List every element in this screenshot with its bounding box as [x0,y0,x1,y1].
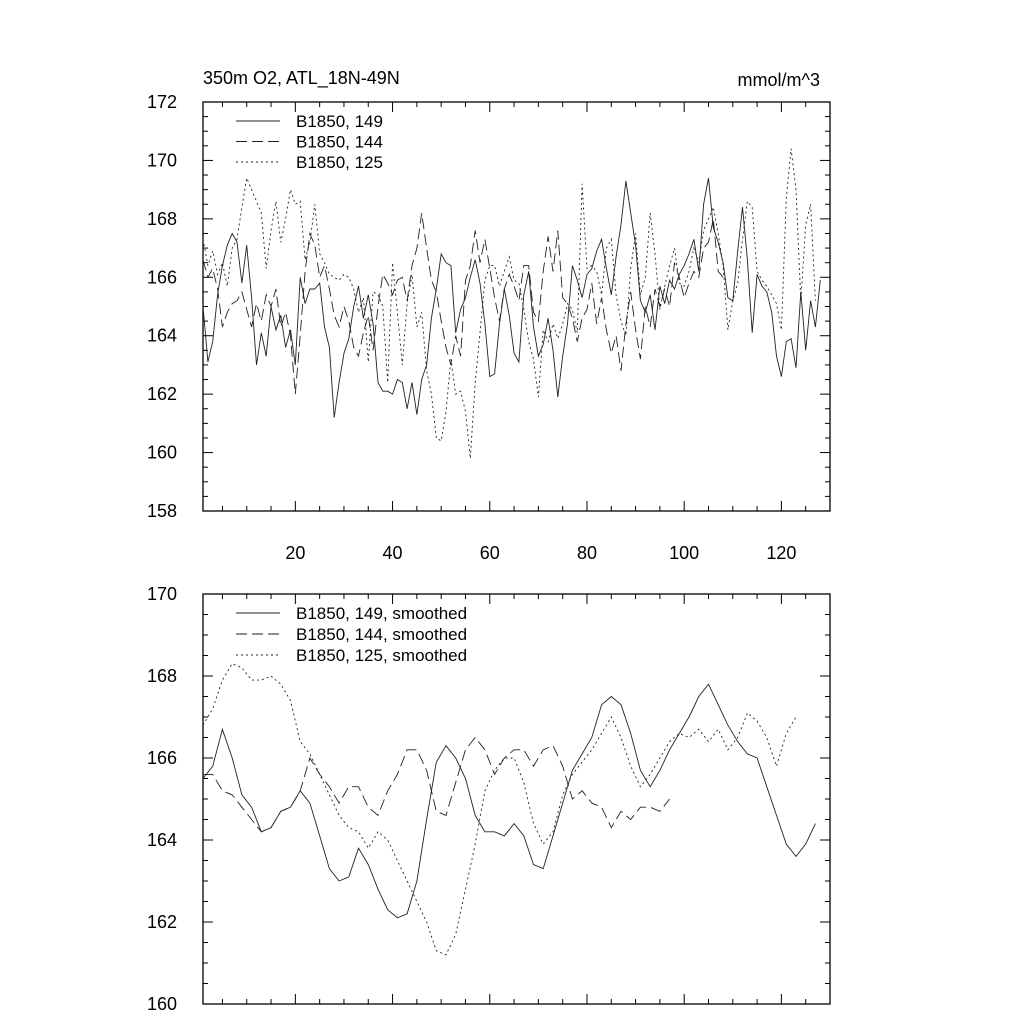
top-xtick-label: 120 [766,543,796,563]
bottom-ticks: 160 162 164 166 168 170 [147,584,831,1014]
top-series-line-2 [202,212,724,395]
top-legend-label-1: B1850, 149 [296,112,383,131]
top-ytick-label: 166 [147,267,177,287]
top-xtick-label: 60 [480,543,500,563]
top-series-layer [202,148,821,459]
top-ytick-label: 164 [147,326,177,346]
top-ytick-label: 172 [147,92,177,112]
bottom-legend-label-1: B1850, 149, smoothed [296,604,467,623]
bottom-legend: B1850, 149, smoothed B1850, 144, smoothed… [236,604,467,665]
bottom-legend-label-2: B1850, 144, smoothed [296,625,467,644]
top-ticks: 158 160 162 164 166 168 170 172 20 40 60 80 100 120 [147,92,831,563]
bottom-ytick-label: 164 [147,830,177,850]
top-xtick-label: 100 [669,543,699,563]
top-series-line-3 [202,148,816,459]
top-chart-title: 350m O2, ATL_18N-49N [203,68,400,89]
bottom-ytick-label: 168 [147,666,177,686]
top-panel: 350m O2, ATL_18N-49N mmol/m^3 1581601621… [147,68,831,563]
top-ytick-label: 170 [147,150,177,170]
bottom-series-line-1 [202,683,816,919]
top-series-line-1 [202,177,821,418]
bottom-ytick-label: 160 [147,994,177,1014]
bottom-ytick-label: 162 [147,912,177,932]
bottom-series-layer [202,663,816,956]
top-ytick-label: 162 [147,384,177,404]
bottom-ytick-label: 170 [147,584,177,604]
top-ytick-label: 168 [147,209,177,229]
top-legend-label-3: B1850, 125 [296,153,383,172]
bottom-series-line-3 [202,663,797,956]
top-units-label: mmol/m^3 [738,70,820,90]
bottom-ytick-label: 166 [147,748,177,768]
bottom-legend-label-3: B1850, 125, smoothed [296,646,467,665]
top-xtick-label: 20 [285,543,305,563]
top-xtick-label: 40 [383,543,403,563]
top-ytick-label: 160 [147,443,177,463]
bottom-series-line-2 [203,736,670,833]
top-ytick-label: 158 [147,501,177,521]
top-legend-label-2: B1850, 144 [296,133,383,152]
top-xtick-label: 80 [577,543,597,563]
